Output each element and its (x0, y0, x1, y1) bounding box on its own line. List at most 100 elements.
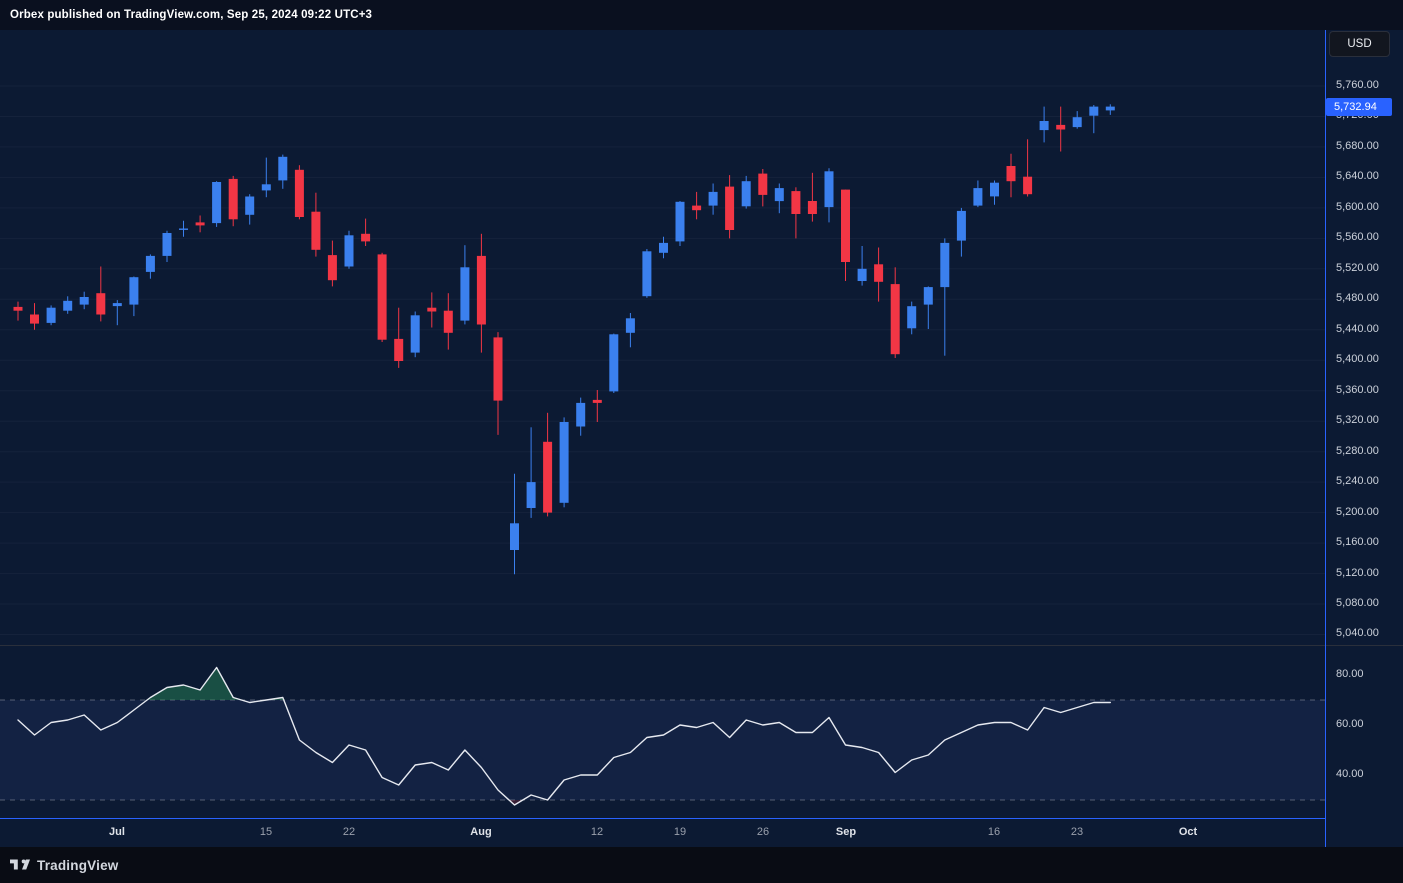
bottom-pane-border-line (0, 818, 1325, 819)
candle-down (1023, 139, 1033, 197)
candle-up (1072, 111, 1082, 129)
tradingview-logo-icon[interactable] (10, 857, 30, 873)
candle-down (1006, 153, 1016, 198)
candle-down (361, 218, 371, 246)
candle-up (46, 305, 56, 326)
candle-up (261, 157, 271, 198)
candle-up (278, 154, 288, 189)
candle-down (791, 187, 801, 239)
candle-down (592, 390, 602, 422)
candle-up (940, 238, 950, 356)
time-label-month: Jul (109, 826, 125, 838)
price-tick-label: 5,040.00 (1336, 627, 1379, 639)
price-tick-label: 5,600.00 (1336, 201, 1379, 213)
candle-up (741, 175, 751, 209)
candle-up (923, 286, 933, 329)
candle-down (543, 412, 553, 517)
candle-up (857, 246, 867, 286)
price-tick-label: 5,320.00 (1336, 414, 1379, 426)
candle-up (344, 230, 354, 269)
rsi-tick-label: 60.00 (1336, 718, 1364, 730)
price-tick-label: 5,200.00 (1336, 506, 1379, 518)
time-label-day: 19 (673, 826, 687, 838)
candle-up (973, 180, 983, 208)
rsi-tick-label: 40.00 (1336, 768, 1364, 780)
candle-down (96, 266, 106, 322)
candle-up (609, 333, 619, 393)
candle-down (692, 191, 702, 220)
time-axis[interactable]: Jul 15 22 Aug 12 19 26 Sep 16 23 Oct (0, 818, 1325, 847)
candle-up (179, 220, 188, 237)
right-pane-border-line (1325, 30, 1326, 847)
candle-down (294, 165, 304, 220)
candle-down (1056, 106, 1066, 152)
candle-down (13, 301, 23, 321)
candle-up (245, 194, 255, 225)
candle-up (774, 183, 784, 214)
price-tick-label: 5,080.00 (1336, 597, 1379, 609)
price-tick-label: 5,760.00 (1336, 79, 1379, 91)
candle-down (493, 332, 503, 435)
price-tick-label: 5,640.00 (1336, 170, 1379, 182)
candle-down (841, 189, 850, 281)
pane-separator[interactable] (0, 645, 1403, 646)
tradingview-brand-text[interactable]: TradingView (37, 857, 119, 873)
price-tick-label: 5,400.00 (1336, 353, 1379, 365)
candle-down (443, 293, 453, 350)
candle-down (807, 172, 817, 222)
time-label-month: Oct (1178, 826, 1198, 838)
price-axis[interactable]: 5,760.005,720.005,680.005,640.005,600.00… (1325, 0, 1403, 883)
time-label-day: 15 (259, 826, 273, 838)
candle-up (990, 180, 999, 205)
footer-bar: TradingView (0, 847, 1403, 883)
candle-down (327, 240, 337, 287)
time-label-day: 22 (342, 826, 356, 838)
price-tick-label: 5,240.00 (1336, 475, 1379, 487)
price-tick-label: 5,120.00 (1336, 567, 1379, 579)
candle-up (559, 417, 569, 508)
candle-up (642, 249, 652, 298)
price-pane[interactable] (0, 30, 1325, 645)
time-label-day: 23 (1070, 826, 1084, 838)
time-label-day: 12 (590, 826, 604, 838)
candle-down (725, 175, 735, 239)
candle-up (63, 296, 73, 314)
candle-down (758, 169, 768, 207)
candle-up (145, 254, 155, 279)
candle-up (79, 291, 89, 310)
currency-toggle-button[interactable]: USD (1329, 31, 1390, 57)
rsi-line (17, 666, 1112, 806)
time-label-month: Aug (470, 826, 492, 838)
candle-up (460, 245, 470, 325)
candle-down (890, 267, 900, 358)
candle-up (1089, 105, 1099, 134)
price-tick-label: 5,560.00 (1336, 231, 1379, 243)
rsi-pane[interactable] (0, 646, 1325, 818)
candle-down (427, 292, 437, 328)
candle-up (659, 236, 668, 259)
candle-down (195, 215, 205, 233)
attribution-bar: Orbex published on TradingView.com, Sep … (0, 0, 1403, 30)
candle-down (874, 247, 884, 302)
candle-up (824, 168, 834, 223)
attribution-text: Orbex published on TradingView.com, Sep … (10, 9, 373, 21)
time-label-day: 16 (987, 826, 1001, 838)
price-tick-label: 5,680.00 (1336, 140, 1379, 152)
candle-up (526, 427, 536, 518)
candle-down (311, 192, 321, 257)
candle-up (625, 313, 635, 348)
candle-down (228, 175, 238, 227)
candle-up (675, 201, 685, 246)
candle-up (1039, 106, 1049, 143)
price-tick-label: 5,440.00 (1336, 323, 1379, 335)
candle-up (129, 276, 139, 317)
candle-up (212, 181, 222, 227)
candle-up (956, 207, 966, 257)
candle-up (576, 397, 586, 436)
candle-up (162, 230, 172, 262)
last-price-label: 5,732.94 (1326, 98, 1392, 116)
candle-down (377, 252, 387, 342)
time-label-month: Sep (835, 826, 857, 838)
rsi-band (0, 700, 1325, 800)
